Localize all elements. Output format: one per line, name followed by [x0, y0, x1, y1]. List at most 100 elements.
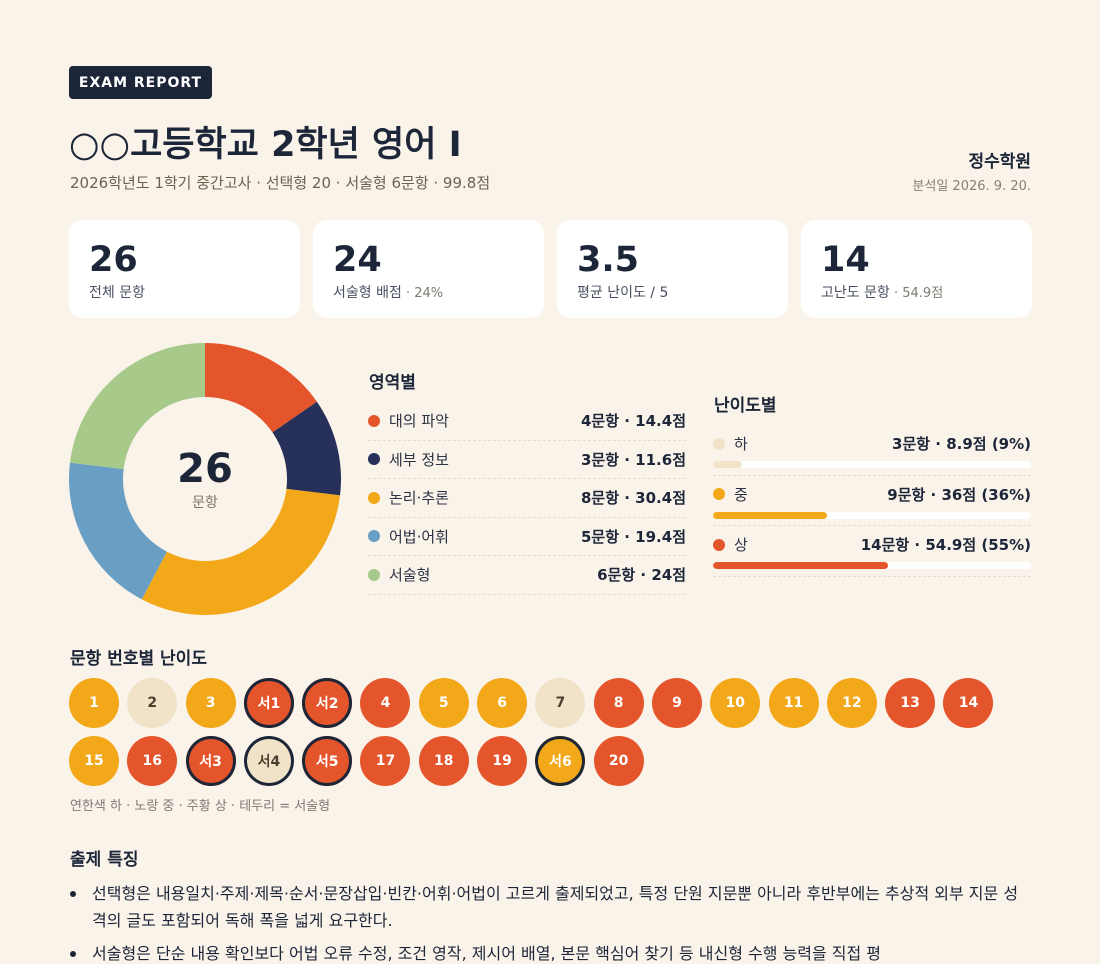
area-left: 논리·추론 — [368, 487, 449, 508]
difficulty-left: 중 — [713, 484, 748, 505]
difficulty-value: 3문항 · 8.9점 (9%) — [892, 435, 1031, 453]
feature-item: 선택형은 내용일치·주제·제목·순서·문장삽입·빈칸·어휘·어법이 고르게 출제… — [70, 880, 1032, 934]
stat-label-sub: · 24% — [401, 286, 444, 301]
question-circle: 9 — [651, 678, 702, 728]
question-circle: 8 — [593, 678, 644, 728]
donut-slice-2 — [272, 401, 341, 496]
legend-dot-icon — [368, 530, 380, 543]
question-circle: 18 — [418, 736, 469, 786]
legend-dot-icon — [368, 414, 380, 427]
analysis-date: 분석일 2026. 9. 20. — [912, 179, 1031, 194]
essay-question-circle: 서3 — [185, 736, 236, 786]
area-section-title: 영역별 — [369, 373, 416, 393]
area-value: 3문항 · 11.6점 — [581, 450, 686, 469]
difficulty-label: 중 — [734, 485, 748, 504]
area-label: 논리·추론 — [389, 489, 449, 508]
donut-slice-1 — [205, 343, 317, 433]
difficulty-value: 9문항 · 36점 (36%) — [887, 485, 1031, 504]
difficulty-head: 하 3문항 · 8.9점 (9%) — [713, 433, 1031, 454]
stat-label: 서술형 배점 · 24% — [333, 282, 524, 302]
essay-question-circle: 서6 — [535, 736, 586, 786]
question-circle: 4 — [360, 678, 411, 728]
area-value: 4문항 · 14.4점 — [581, 412, 686, 431]
question-circle: 3 — [185, 678, 236, 728]
donut-total-value: 26 — [177, 446, 233, 492]
question-difficulty-grid: 1 2 3 서1 서2 4 5 6 7 8 9 10 11 12 13 14 15 16 서3 서4 서5 17 18 19 서… — [69, 678, 1009, 794]
stat-label: 전체 문항 — [89, 282, 280, 302]
question-circle: 20 — [593, 736, 644, 786]
question-legend-note: 연한색 하 · 노랑 중 · 주황 상 · 테두리 = 서술형 — [70, 799, 331, 814]
donut-center-label: 26 문항 — [69, 343, 341, 615]
question-circle: 13 — [885, 678, 936, 728]
stat-label: 고난도 문항 · 54.9점 — [821, 282, 1012, 302]
donut-slice-3 — [141, 488, 341, 615]
question-circle: 7 — [535, 678, 586, 728]
difficulty-row: 하 3문항 · 8.9점 (9%) — [713, 425, 1031, 476]
stat-label-main: 전체 문항 — [89, 285, 145, 301]
difficulty-head: 상 14문항 · 54.9점 (55%) — [713, 534, 1031, 555]
question-circle: 16 — [127, 736, 178, 786]
difficulty-section-title: 난이도별 — [714, 396, 777, 416]
area-left: 세부 정보 — [368, 449, 449, 470]
difficulty-row: 상 14문항 · 54.9점 (55%) — [713, 526, 1031, 577]
stat-value: 14 — [821, 240, 870, 280]
donut-slice-5 — [69, 343, 205, 470]
area-donut-chart — [69, 343, 341, 615]
legend-dot-icon — [368, 568, 380, 581]
features-section-title: 출제 특징 — [70, 850, 139, 870]
page-subtitle: 2026학년도 1학기 중간고사 · 선택형 20 · 서술형 6문항 · 99… — [70, 174, 491, 192]
essay-question-circle: 서2 — [302, 678, 353, 728]
area-row: 대의 파악 4문항 · 14.4점 — [368, 402, 686, 441]
essay-question-circle: 서1 — [243, 678, 294, 728]
essay-question-circle: 서5 — [302, 736, 353, 786]
area-list: 대의 파악 4문항 · 14.4점 세부 정보 3문항 · 11.6점 논리·추… — [368, 402, 686, 595]
area-label: 세부 정보 — [389, 450, 449, 469]
report-badge: EXAM REPORT — [69, 66, 212, 99]
difficulty-label: 상 — [734, 536, 748, 554]
area-value: 8문항 · 30.4점 — [581, 489, 686, 508]
question-row: 1 2 3 서1 서2 4 5 6 7 8 9 10 11 12 13 14 — [69, 678, 1009, 728]
difficulty-head: 중 9문항 · 36점 (36%) — [713, 484, 1031, 505]
question-circle: 14 — [943, 678, 994, 728]
area-label: 대의 파악 — [389, 412, 449, 431]
area-row: 논리·추론 8문항 · 30.4점 — [368, 479, 686, 518]
question-circle: 19 — [477, 736, 528, 786]
feature-item: 서술형은 단순 내용 확인보다 어법 오류 수정, 조건 영작, 제시어 배열,… — [70, 940, 1032, 964]
area-label: 어법·어휘 — [389, 527, 449, 546]
difficulty-bar-track — [713, 461, 1031, 468]
question-circle: 17 — [360, 736, 411, 786]
question-circle: 2 — [127, 678, 178, 728]
area-row: 세부 정보 3문항 · 11.6점 — [368, 441, 686, 479]
stat-cards: 26 전체 문항 24 서술형 배점 · 24% 3.5 평균 난이도 / 5 … — [69, 220, 1032, 318]
difficulty-bar-track — [713, 511, 1031, 519]
legend-dot-icon — [713, 538, 725, 551]
difficulty-label: 하 — [734, 435, 748, 453]
area-label: 서술형 — [389, 566, 431, 585]
question-circle: 12 — [826, 678, 877, 728]
area-value: 5문항 · 19.4점 — [581, 527, 686, 546]
features-list: 선택형은 내용일치·주제·제목·순서·문장삽입·빈칸·어휘·어법이 고르게 출제… — [70, 880, 1032, 964]
stat-label: 평균 난이도 / 5 — [577, 282, 768, 302]
area-left: 어법·어휘 — [368, 526, 449, 547]
stat-card-hard-questions: 14 고난도 문항 · 54.9점 — [801, 220, 1032, 318]
difficulty-bar-fill — [713, 461, 742, 468]
difficulty-left: 상 — [713, 534, 748, 555]
donut-slice-4 — [69, 462, 167, 600]
stat-card-total-questions: 26 전체 문항 — [69, 220, 300, 318]
difficulty-value: 14문항 · 54.9점 (55%) — [860, 536, 1031, 554]
legend-dot-icon — [368, 491, 380, 504]
question-circle: 1 — [69, 678, 119, 728]
legend-dot-icon — [713, 437, 725, 450]
question-circle: 5 — [418, 678, 469, 728]
legend-dot-icon — [368, 453, 380, 466]
difficulty-bar-fill — [713, 511, 828, 519]
question-section-title: 문항 번호별 난이도 — [70, 649, 207, 669]
stat-label-main: 평균 난이도 / 5 — [577, 285, 669, 301]
area-value: 6문항 · 24점 — [597, 566, 686, 585]
difficulty-row: 중 9문항 · 36점 (36%) — [713, 476, 1031, 526]
stat-label-main: 고난도 문항 — [821, 285, 890, 301]
area-left: 대의 파악 — [368, 410, 449, 431]
question-circle: 10 — [710, 678, 761, 728]
organization-name: 정수학원 — [968, 152, 1031, 172]
difficulty-bar-fill — [713, 562, 888, 569]
